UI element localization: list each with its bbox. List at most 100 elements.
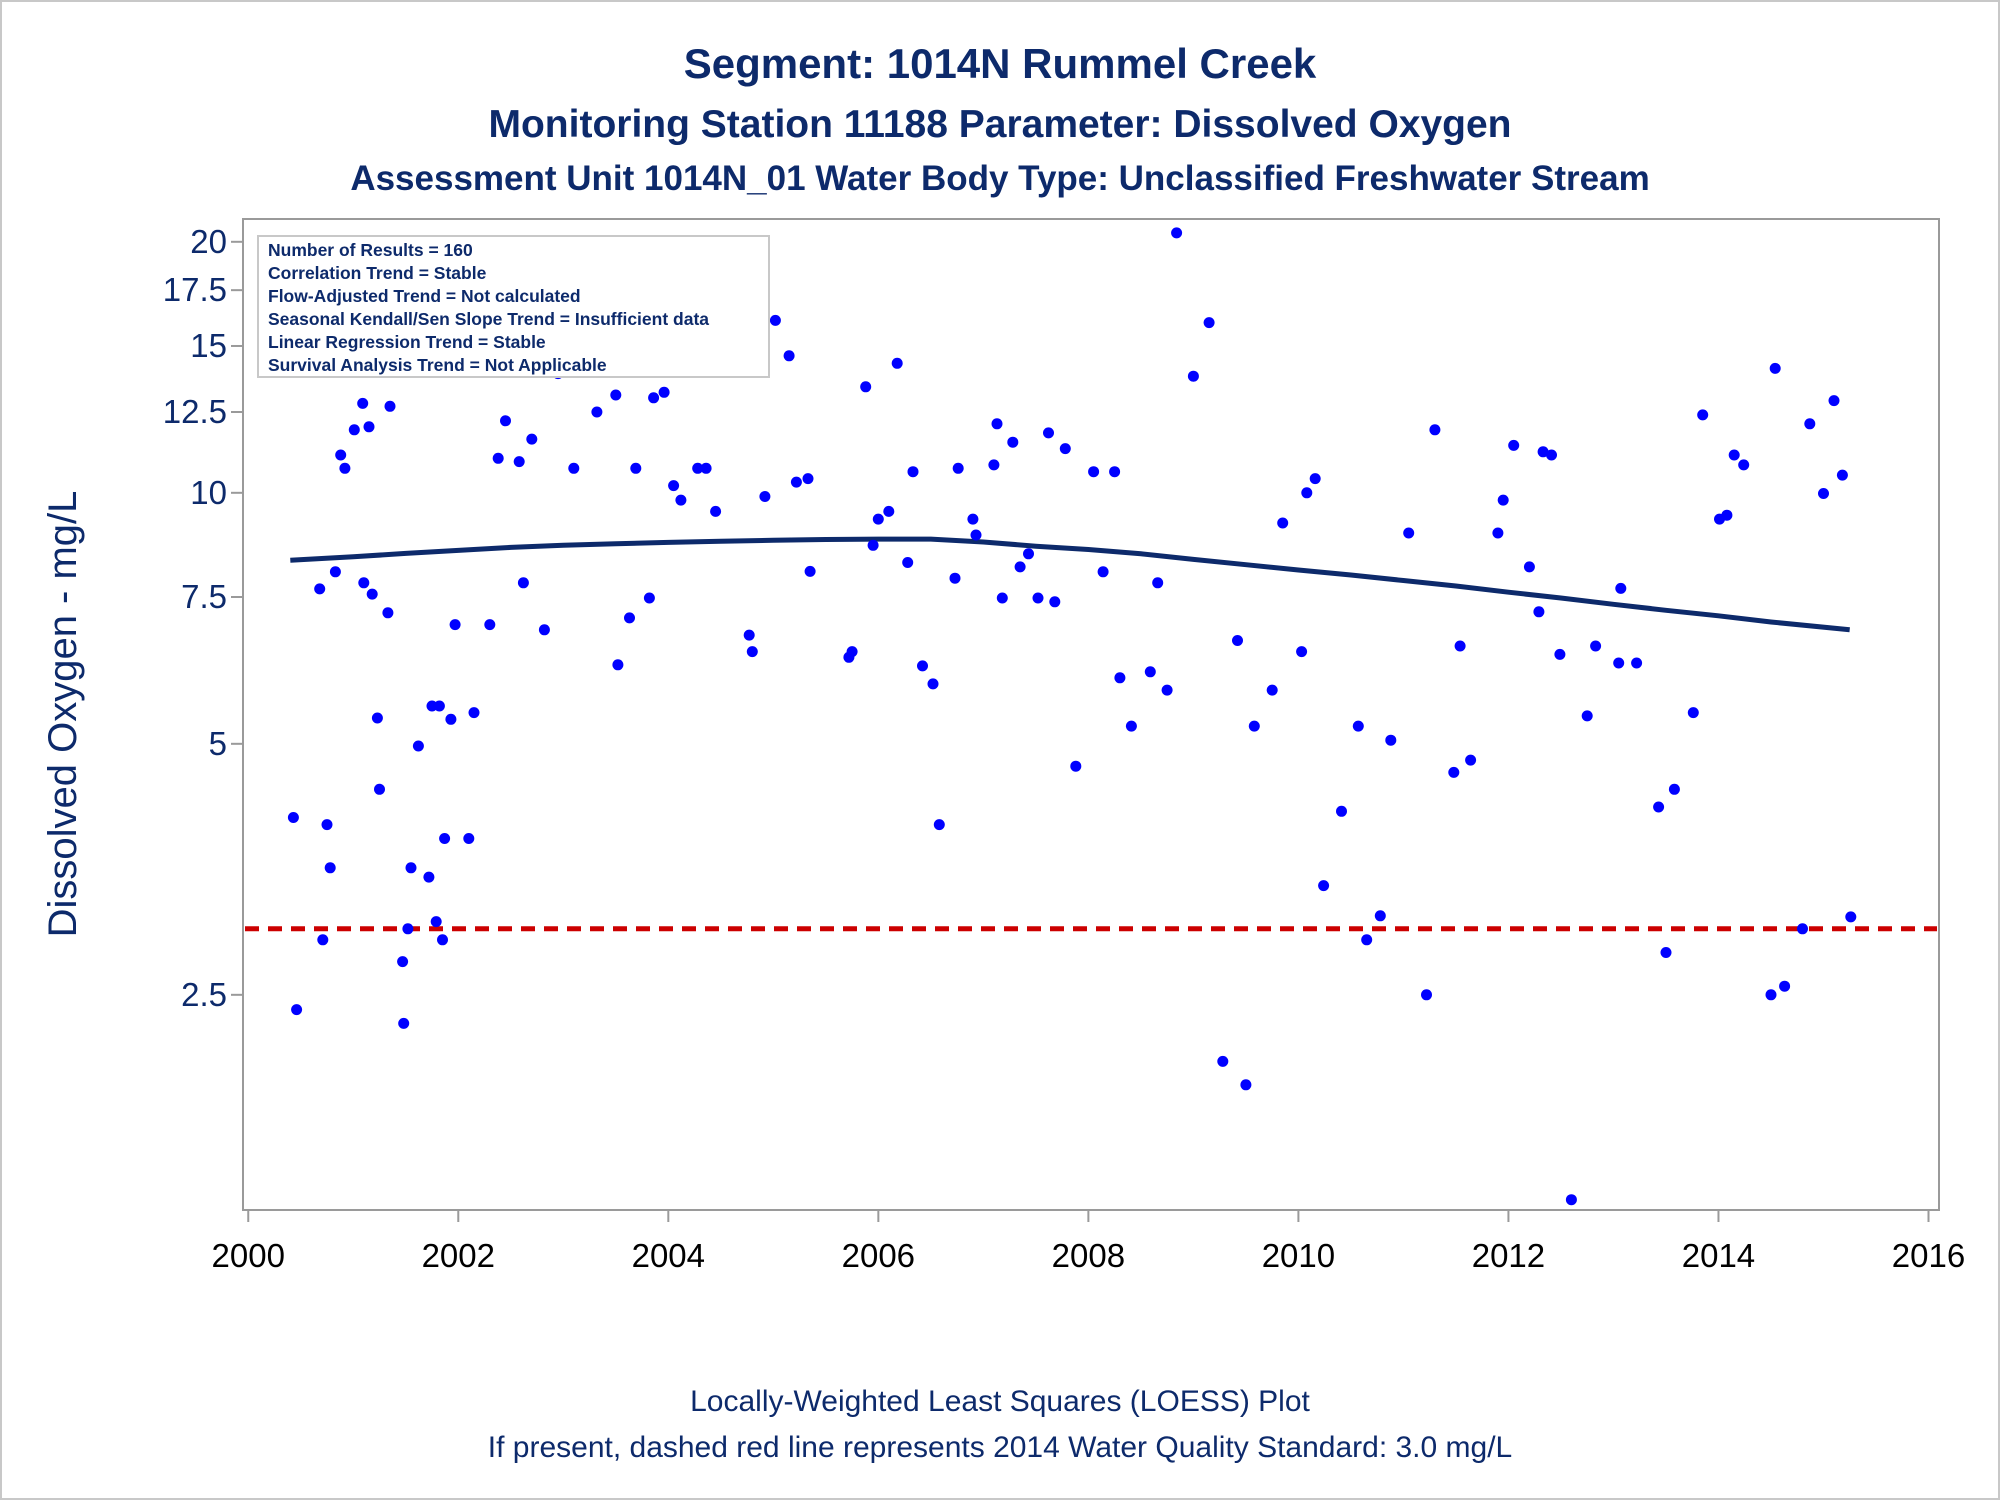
y-tick-label: 10 [190, 474, 227, 511]
data-points [287, 227, 1857, 1206]
data-point [449, 619, 461, 631]
data-point [439, 833, 451, 844]
data-point [358, 577, 370, 589]
data-point [1668, 783, 1680, 795]
footnote-2: If present, dashed red line represents 2… [488, 1431, 1512, 1464]
data-point [1049, 596, 1061, 608]
data-point [484, 619, 496, 631]
data-point [1187, 370, 1199, 382]
data-point [1804, 418, 1816, 430]
data-point [988, 459, 1000, 471]
data-point [526, 433, 538, 445]
data-point [1765, 989, 1777, 1001]
data-point [675, 494, 687, 506]
plot-area [242, 218, 1940, 1211]
data-point [790, 476, 802, 488]
stat-line-2: Correlation Trend = Stable [268, 263, 487, 283]
data-point [970, 529, 982, 541]
stats-box-border [257, 235, 770, 378]
data-point [1448, 766, 1460, 778]
data-point [1631, 657, 1643, 669]
data-point [802, 473, 814, 485]
data-point [397, 956, 409, 968]
data-point [1454, 640, 1466, 652]
data-point [1240, 1079, 1252, 1091]
x-tick-label: 2014 [1682, 1237, 1755, 1274]
data-point [746, 646, 758, 658]
data-point [1728, 449, 1740, 461]
data-point [658, 386, 670, 398]
data-point [329, 566, 341, 578]
data-point [374, 783, 385, 795]
data-point [1660, 947, 1672, 958]
data-point [1554, 648, 1566, 660]
data-point [907, 466, 919, 478]
data-point [743, 629, 755, 641]
data-point [1097, 566, 1109, 578]
loess-curve [290, 536, 1850, 633]
data-point [468, 707, 480, 719]
data-point [891, 357, 903, 369]
data-point [1797, 923, 1808, 935]
data-point [759, 491, 771, 502]
data-point [700, 462, 712, 474]
data-point [1653, 801, 1665, 813]
stat-line-1: Number of Results = 160 [268, 240, 473, 260]
chart-subtitle-1: Monitoring Station 11188 Parameter: Diss… [489, 103, 1512, 146]
data-point [500, 415, 511, 427]
data-point [366, 588, 378, 600]
x-tick-label: 2010 [1262, 1237, 1335, 1274]
data-point [321, 819, 333, 831]
data-point [1565, 1194, 1577, 1206]
data-point [538, 624, 550, 636]
data-point [1492, 527, 1504, 539]
y-tick-label: 15 [190, 327, 227, 364]
data-point [1828, 395, 1840, 407]
data-point [402, 923, 414, 935]
data-point [1248, 720, 1260, 732]
data-point [1318, 880, 1330, 892]
data-point [1546, 449, 1557, 461]
data-point [1845, 911, 1857, 923]
data-point [692, 462, 704, 474]
data-point [902, 557, 914, 568]
data-point [846, 646, 858, 658]
data-point [348, 424, 360, 436]
data-point [339, 462, 351, 474]
x-tick-label: 2016 [1892, 1237, 1965, 1274]
data-point [1687, 707, 1699, 719]
data-point [291, 1004, 303, 1016]
data-point [996, 592, 1008, 604]
data-point [1232, 635, 1243, 646]
data-point [382, 607, 394, 619]
data-point [287, 812, 299, 823]
data-point [1697, 409, 1709, 421]
data-point [933, 819, 945, 831]
data-point [1818, 488, 1829, 499]
data-point [967, 513, 979, 525]
data-point [1171, 227, 1183, 239]
data-point [314, 583, 326, 595]
data-point [668, 480, 680, 492]
data-point [445, 713, 457, 725]
data-point [648, 392, 660, 404]
data-point [1266, 684, 1278, 696]
data-point [1374, 910, 1386, 922]
data-point [1738, 459, 1750, 471]
data-point [1836, 469, 1848, 481]
data-point [513, 456, 525, 468]
data-point [1161, 684, 1173, 696]
data-point [1152, 577, 1164, 589]
y-tick-label: 20 [190, 223, 227, 260]
data-point [1721, 509, 1733, 521]
x-tick-label: 2008 [1052, 1237, 1125, 1274]
data-point [860, 381, 872, 393]
data-point [1336, 805, 1347, 817]
data-point [591, 406, 603, 418]
data-point [437, 934, 448, 946]
data-point [1403, 527, 1415, 539]
data-point [1088, 466, 1100, 478]
data-point [927, 678, 939, 690]
y-tick-label: 17.5 [163, 271, 227, 308]
